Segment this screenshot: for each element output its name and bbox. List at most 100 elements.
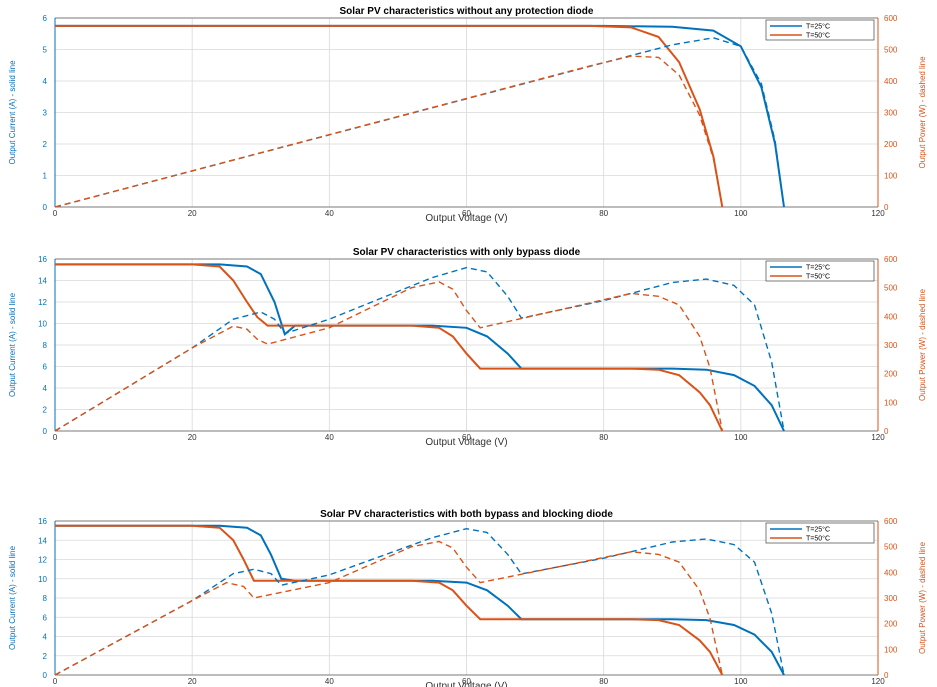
legend-label: T=25°C — [806, 526, 830, 534]
series-line-t50-dashed — [54, 281, 723, 432]
y-right-tick-label: 200 — [884, 140, 898, 149]
y-left-tick-label: 16 — [38, 255, 47, 264]
series-line-t50-dashed — [54, 540, 723, 676]
x-tick-label: 20 — [188, 209, 197, 218]
chart-title: Solar PV characteristics without any pro… — [340, 6, 594, 17]
y-right-tick-label: 500 — [884, 46, 898, 55]
y-left-tick-label: 3 — [43, 109, 48, 118]
y-left-tick-label: 0 — [43, 427, 48, 436]
x-tick-label: 100 — [734, 433, 748, 442]
y-axis-label-right: Output Power (W) - dashed line — [918, 541, 927, 654]
y-axis-label-right: Output Power (W) - dashed line — [918, 288, 927, 401]
y-left-tick-label: 12 — [38, 298, 47, 307]
x-axis-label: Output Voltage (V) — [425, 681, 507, 687]
y-right-tick-label: 600 — [884, 14, 898, 23]
legend: T=25°CT=50°C — [765, 260, 875, 282]
x-tick-label: 80 — [599, 209, 608, 218]
legend-label: T=50°C — [806, 273, 830, 281]
x-tick-label: 120 — [871, 677, 885, 686]
y-right-tick-label: 500 — [884, 543, 898, 552]
y-left-tick-label: 6 — [43, 14, 48, 23]
x-tick-label: 120 — [871, 433, 885, 442]
x-axis-label: Output Voltage (V) — [425, 437, 507, 448]
chart-panel-2: 0 20 40 60 80 100 1200246810121416010020030040… — [8, 247, 927, 448]
series-line-t25-solid — [55, 263, 785, 432]
chart-title: Solar PV characteristics with both bypas… — [320, 509, 613, 520]
x-tick-label: 60 — [462, 677, 471, 686]
y-left-tick-label: 4 — [43, 633, 48, 642]
x-tick-label: 0 — [53, 433, 58, 442]
series-line-t50-solid — [55, 263, 724, 432]
y-right-tick-label: 200 — [884, 620, 898, 629]
y-left-tick-label: 2 — [43, 406, 48, 415]
series-line-t50-solid — [55, 24, 724, 208]
y-right-tick-label: 500 — [884, 284, 898, 293]
y-right-tick-label: 100 — [884, 398, 898, 407]
x-tick-label: 80 — [599, 677, 608, 686]
y-left-tick-label: 2 — [43, 652, 48, 661]
legend: T=25°CT=50°C — [765, 522, 875, 544]
x-tick-label: 20 — [188, 433, 197, 442]
y-left-tick-label: 12 — [38, 556, 47, 565]
x-tick-label: 0 — [53, 677, 58, 686]
series-line-t50-solid — [55, 524, 724, 676]
y-left-tick-label: 5 — [43, 46, 48, 55]
x-tick-label: 0 — [53, 209, 58, 218]
series-line-t25-solid — [55, 524, 785, 676]
series-line-t25-dashed — [54, 37, 785, 208]
series-line-t25-dashed — [54, 266, 785, 432]
legend-label: T=25°C — [806, 23, 830, 31]
y-right-tick-label: 400 — [884, 568, 898, 577]
y-right-tick-label: 0 — [884, 203, 889, 212]
y-axis-label-left: Output Current (A) - solid line — [8, 545, 17, 650]
y-left-tick-label: 6 — [43, 613, 48, 622]
x-tick-label: 60 — [462, 209, 471, 218]
y-right-tick-label: 0 — [884, 671, 889, 680]
y-axis-label-right: Output Power (W) - dashed line — [918, 56, 927, 169]
y-left-tick-label: 14 — [38, 277, 47, 286]
y-left-tick-label: 10 — [38, 575, 47, 584]
y-right-tick-label: 600 — [884, 255, 898, 264]
y-right-tick-label: 400 — [884, 77, 898, 86]
x-tick-label: 120 — [871, 209, 885, 218]
y-axis-label-left: Output Current (A) - solid line — [8, 60, 17, 165]
y-left-tick-label: 4 — [43, 384, 48, 393]
y-right-tick-label: 200 — [884, 370, 898, 379]
y-right-tick-label: 300 — [884, 594, 898, 603]
y-left-tick-label: 2 — [43, 140, 48, 149]
x-tick-label: 40 — [325, 433, 334, 442]
y-left-tick-label: 16 — [38, 517, 47, 526]
y-right-tick-label: 400 — [884, 312, 898, 321]
y-left-tick-label: 4 — [43, 77, 48, 86]
chart-panel-1: 0 20 40 60 80 100 1200123456010020030040050060… — [8, 6, 927, 224]
y-right-tick-label: 600 — [884, 517, 898, 526]
x-tick-label: 40 — [325, 677, 334, 686]
legend: T=25°CT=50°C — [765, 19, 875, 41]
y-right-tick-label: 300 — [884, 109, 898, 118]
x-tick-label: 60 — [462, 433, 471, 442]
y-right-tick-label: 300 — [884, 341, 898, 350]
y-left-tick-label: 10 — [38, 320, 47, 329]
y-left-tick-label: 8 — [43, 594, 48, 603]
series-line-t50-dashed — [54, 55, 723, 208]
y-left-tick-label: 1 — [43, 172, 48, 181]
y-left-tick-label: 0 — [43, 671, 48, 680]
y-left-tick-label: 8 — [43, 341, 48, 350]
x-tick-label: 40 — [325, 209, 334, 218]
series-line-t25-dashed — [54, 527, 785, 676]
legend-label: T=25°C — [806, 264, 830, 272]
y-right-tick-label: 0 — [884, 427, 889, 436]
chart-panel-3: 0 20 40 60 80 100 1200246810121416010020030040… — [8, 509, 927, 687]
y-axis-label-left: Output Current (A) - solid line — [8, 292, 17, 397]
series-line-t25-solid — [55, 24, 785, 208]
legend-label: T=50°C — [806, 535, 830, 543]
y-left-tick-label: 14 — [38, 536, 47, 545]
y-right-tick-label: 100 — [884, 645, 898, 654]
y-left-tick-label: 6 — [43, 363, 48, 372]
y-left-tick-label: 0 — [43, 203, 48, 212]
chart-title: Solar PV characteristics with only bypas… — [353, 247, 581, 258]
x-tick-label: 80 — [599, 433, 608, 442]
legend-label: T=50°C — [806, 32, 830, 40]
x-axis-label: Output Voltage (V) — [425, 213, 507, 224]
